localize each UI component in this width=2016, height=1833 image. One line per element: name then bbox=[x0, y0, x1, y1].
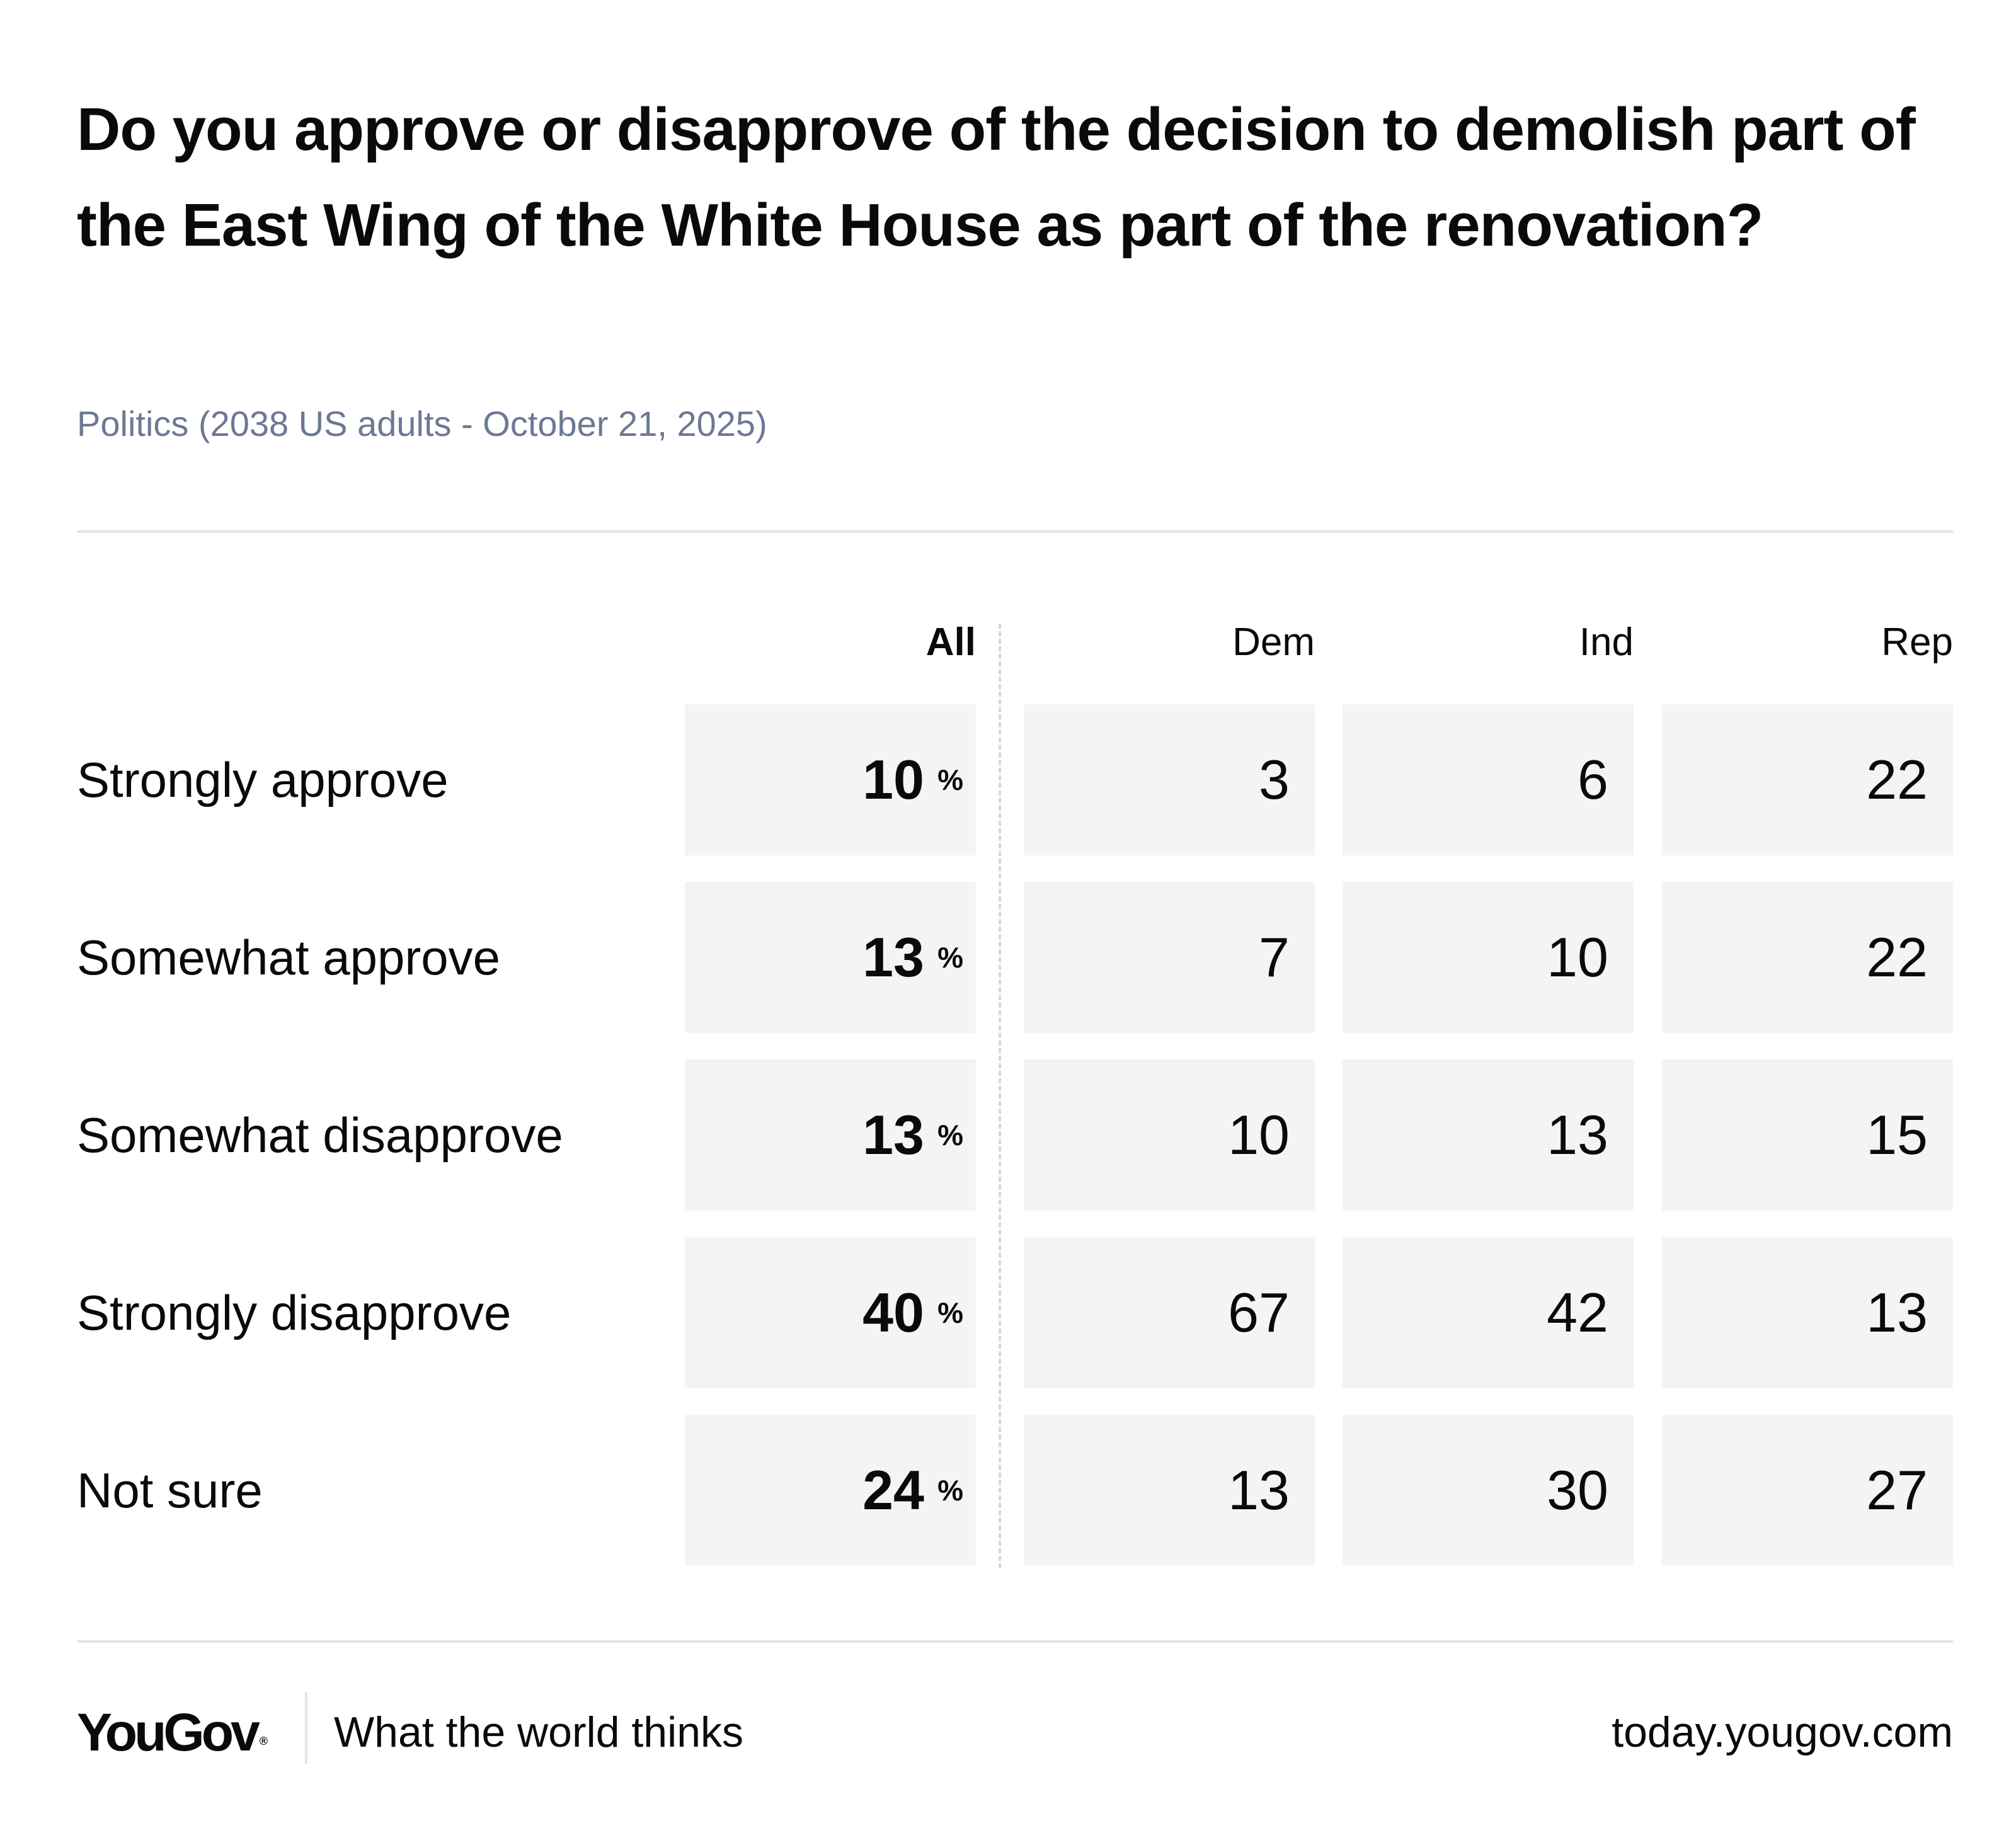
cell-ind: 30 bbox=[1343, 1415, 1634, 1566]
cell-value: 42 bbox=[1547, 1281, 1608, 1344]
percent-sign: % bbox=[937, 1296, 963, 1329]
site-url: today.yougov.com bbox=[1612, 1708, 1953, 1756]
logo-separator bbox=[305, 1692, 307, 1764]
cell-rep: 27 bbox=[1662, 1415, 1953, 1566]
cell-all: 24% bbox=[685, 1415, 976, 1566]
percent-sign: % bbox=[937, 1474, 963, 1507]
row-label: Strongly disapprove bbox=[77, 1285, 512, 1340]
row-label: Somewhat approve bbox=[77, 930, 501, 985]
cell-value: 24 bbox=[862, 1459, 924, 1521]
cell-dem: 67 bbox=[1024, 1237, 1315, 1388]
cell-value: 3 bbox=[1259, 748, 1290, 811]
cell-value: 30 bbox=[1547, 1459, 1608, 1521]
logo-text: YouGov bbox=[77, 1703, 260, 1762]
yougov-logo: YouGov ® bbox=[77, 1701, 268, 1764]
cell-value: 13 bbox=[1866, 1281, 1928, 1344]
registered-mark: ® bbox=[259, 1735, 268, 1747]
cell-value: 10 bbox=[862, 748, 924, 811]
cell-dem: 13 bbox=[1024, 1415, 1315, 1566]
cell-all: 13% bbox=[685, 882, 976, 1033]
cell-value: 40 bbox=[862, 1281, 924, 1344]
cell-rep: 15 bbox=[1662, 1059, 1953, 1211]
cell-all: 13% bbox=[685, 1059, 976, 1211]
cell-ind: 42 bbox=[1343, 1237, 1634, 1388]
cell-dem: 3 bbox=[1024, 704, 1315, 855]
percent-sign: % bbox=[937, 941, 963, 974]
row-label: Not sure bbox=[77, 1463, 263, 1518]
column-header-all: All bbox=[925, 620, 976, 664]
cell-all: 10% bbox=[685, 704, 976, 855]
column-header-ind: Ind bbox=[1579, 620, 1634, 664]
column-header-dem: Dem bbox=[1232, 620, 1315, 664]
cell-rep: 13 bbox=[1662, 1237, 1953, 1388]
all-column-divider bbox=[999, 624, 1001, 1568]
top-divider bbox=[77, 530, 1953, 533]
cell-rep: 22 bbox=[1662, 704, 1953, 855]
cell-ind: 6 bbox=[1343, 704, 1634, 855]
cell-value: 27 bbox=[1866, 1459, 1928, 1521]
column-header-rep: Rep bbox=[1881, 620, 1953, 664]
cell-value: 6 bbox=[1578, 748, 1608, 811]
tagline: What the world thinks bbox=[334, 1708, 744, 1756]
row-label: Somewhat disapprove bbox=[77, 1107, 563, 1163]
cell-value: 10 bbox=[1547, 926, 1608, 988]
cell-value: 22 bbox=[1866, 926, 1928, 988]
cell-value: 7 bbox=[1259, 926, 1290, 988]
chart-title: Do you approve or disapprove of the deci… bbox=[77, 96, 1916, 259]
cell-value: 13 bbox=[1547, 1104, 1608, 1166]
percent-sign: % bbox=[937, 1119, 963, 1151]
cell-all: 40% bbox=[685, 1237, 976, 1388]
bottom-divider bbox=[77, 1640, 1953, 1643]
cell-value: 13 bbox=[862, 926, 924, 988]
cell-dem: 7 bbox=[1024, 882, 1315, 1033]
cell-rep: 22 bbox=[1662, 882, 1953, 1033]
cell-value: 67 bbox=[1228, 1281, 1290, 1344]
cell-value: 15 bbox=[1866, 1104, 1928, 1166]
row-label: Strongly approve bbox=[77, 752, 449, 808]
percent-sign: % bbox=[937, 763, 963, 796]
cell-dem: 10 bbox=[1024, 1059, 1315, 1211]
cell-value: 22 bbox=[1866, 748, 1928, 811]
chart-subtitle: Politics (2038 US adults - October 21, 2… bbox=[77, 404, 767, 443]
cell-value: 13 bbox=[862, 1104, 924, 1166]
cell-ind: 10 bbox=[1343, 882, 1634, 1033]
cell-value: 10 bbox=[1228, 1104, 1290, 1166]
cell-value: 13 bbox=[1228, 1459, 1290, 1521]
cell-ind: 13 bbox=[1343, 1059, 1634, 1211]
